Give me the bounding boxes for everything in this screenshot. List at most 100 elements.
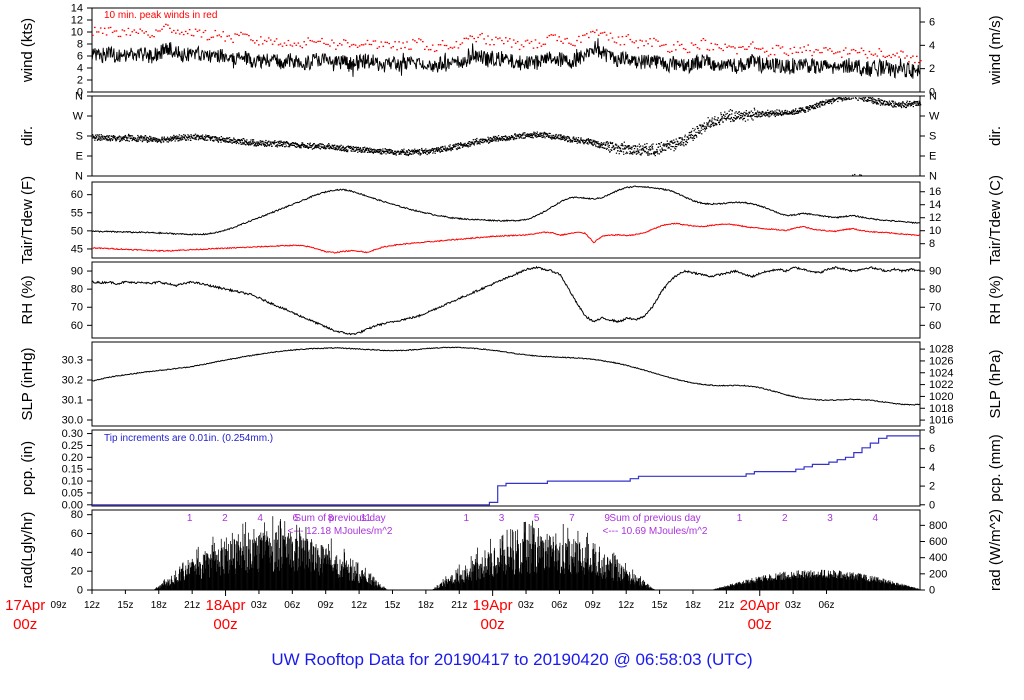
axis-tick-label: 0 bbox=[929, 499, 935, 511]
axis-tick-label: 30.2 bbox=[62, 375, 83, 387]
rad-day-marker: 3 bbox=[499, 513, 505, 524]
axis-tick-label: 0.10 bbox=[62, 476, 83, 488]
axis-tick-label: 90 bbox=[71, 266, 83, 278]
rad-day-marker: 5 bbox=[534, 513, 540, 524]
axis-tick-label: 8 bbox=[77, 39, 83, 51]
axis-tick-label: N bbox=[75, 171, 83, 183]
x-axis-day-label: 20Apr bbox=[740, 597, 780, 614]
page-title: UW Rooftop Data for 20190417 to 20190420… bbox=[271, 650, 752, 669]
x-axis-hour-label: 09z bbox=[51, 600, 67, 611]
x-axis-day-sublabel: 00z bbox=[748, 616, 772, 633]
axis-tick-label: 1024 bbox=[929, 367, 953, 379]
x-axis-hour-label: 18z bbox=[151, 600, 167, 611]
axis-tick-label: 1026 bbox=[929, 355, 953, 367]
dir-ylabel-right: dir. bbox=[987, 126, 1004, 146]
rh-ylabel-right: RH (%) bbox=[987, 275, 1004, 324]
rad-day-marker: 1 bbox=[737, 513, 743, 524]
axis-tick-label: W bbox=[73, 111, 84, 123]
x-axis-day-sublabel: 00z bbox=[481, 616, 505, 633]
axis-tick-label: 55 bbox=[71, 207, 83, 219]
x-axis-day-sublabel: 00z bbox=[13, 616, 37, 633]
axis-tick-label: 10 bbox=[71, 27, 83, 39]
axis-tick-label: S bbox=[929, 131, 936, 143]
x-axis-hour-label: 18z bbox=[685, 600, 701, 611]
axis-tick-label: E bbox=[929, 151, 936, 163]
rad-yticks-right: 0 200 400 600 800 bbox=[920, 520, 947, 597]
x-axis-hour-label: 03z bbox=[251, 600, 267, 611]
axis-tick-label: 0 bbox=[77, 87, 83, 99]
rad-day-marker: 1 bbox=[187, 513, 193, 524]
x-axis-day-label: 17Apr bbox=[5, 597, 45, 614]
panel-temp: Tair/Tdew (F) Tair/Tdew (C) 45 50 55 60 810… bbox=[19, 175, 1004, 265]
axis-tick-label: 200 bbox=[929, 568, 947, 580]
wind-yticks-right: 0 2 4 6 bbox=[920, 17, 935, 99]
x-axis-hour-label: 03z bbox=[785, 600, 801, 611]
wind-note: 10 min. peak winds in red bbox=[104, 10, 217, 21]
x-axis-hour-label: 15z bbox=[117, 600, 133, 611]
axis-tick-label: 0.15 bbox=[62, 464, 83, 476]
axis-tick-label: 14 bbox=[929, 199, 941, 211]
rh-yticks-right: 60 70 80 90 bbox=[920, 266, 941, 332]
temp-plot-frame bbox=[91, 181, 921, 259]
x-axis-hour-label: 09z bbox=[585, 600, 601, 611]
x-axis-hour-label: 21z bbox=[451, 600, 467, 611]
axis-tick-label: 8 bbox=[929, 238, 935, 250]
x-axis-hour-label: 15z bbox=[384, 600, 400, 611]
pcp-yticks-left: 0.000.050.100.150.200.250.30 bbox=[62, 428, 92, 511]
axis-tick-label: 0 bbox=[77, 585, 83, 597]
axis-tick-label: 60 bbox=[71, 528, 83, 540]
rh-ylabel-left: RH (%) bbox=[19, 275, 36, 324]
rad-day-marker: 1 bbox=[464, 513, 470, 524]
axis-tick-label: 16 bbox=[929, 186, 941, 198]
axis-tick-label: 40 bbox=[71, 547, 83, 559]
rh-yticks-left: 60 70 80 90 bbox=[71, 266, 92, 332]
rad-day-marker: 11 bbox=[361, 513, 372, 524]
axis-tick-label: 6 bbox=[929, 17, 935, 29]
x-axis-hour-label: 21z bbox=[718, 600, 734, 611]
axis-tick-label: 400 bbox=[929, 552, 947, 564]
axis-tick-label: 14 bbox=[71, 3, 83, 15]
x-axis-hour-label: 03z bbox=[518, 600, 534, 611]
temp-ylabel-left: Tair/Tdew (F) bbox=[19, 176, 36, 264]
axis-tick-label: 1020 bbox=[929, 391, 953, 403]
tdew-series bbox=[91, 222, 921, 254]
axis-tick-label: 80 bbox=[929, 284, 941, 296]
axis-tick-label: 6 bbox=[77, 51, 83, 63]
rad-day-markers: 1 2 4 6 8 11 1 3 5 7 9 1 2 3 4 bbox=[187, 513, 879, 524]
rad-yticks-left: 0 20 40 60 80 bbox=[71, 509, 92, 597]
slp-plot-frame bbox=[91, 341, 921, 427]
x-axis-hour-label: 12z bbox=[618, 600, 634, 611]
axis-tick-label: E bbox=[76, 151, 83, 163]
panel-rh: RH (%) RH (%) 60 70 80 90 60 70 80 90 bbox=[19, 261, 1004, 339]
axis-tick-label: N bbox=[75, 91, 83, 103]
axis-tick-label: 0.20 bbox=[62, 452, 83, 464]
axis-tick-label: 60 bbox=[71, 320, 83, 332]
axis-tick-label: 70 bbox=[929, 302, 941, 314]
axis-tick-label: 8 bbox=[929, 425, 935, 437]
rad-day-marker: 2 bbox=[782, 513, 788, 524]
axis-tick-label: 10 bbox=[929, 225, 941, 237]
wind-mean-series bbox=[91, 38, 921, 79]
rad-series bbox=[153, 516, 921, 590]
sum-label-2: Sum of previous day bbox=[609, 513, 700, 524]
sum-value-1: <--- 12.18 MJoules/m^2 bbox=[287, 526, 392, 537]
pcp-ylabel-left: pcp. (in) bbox=[19, 441, 36, 495]
panel-rad: rad(Lgly/hr) rad (W/m^2) 0 20 40 60 80 0 200 4… bbox=[19, 509, 1004, 597]
axis-tick-label: 600 bbox=[929, 536, 947, 548]
axis-tick-label: 70 bbox=[71, 302, 83, 314]
axis-tick-label: N bbox=[929, 171, 937, 183]
axis-tick-label: 0 bbox=[929, 585, 935, 597]
x-axis-day-label: 18Apr bbox=[205, 597, 245, 614]
pcp-ylabel-right: pcp. (mm) bbox=[987, 434, 1004, 502]
x-axis-hour-label: 12z bbox=[351, 600, 367, 611]
axis-tick-label: 20 bbox=[71, 566, 83, 578]
axis-tick-label: 0.30 bbox=[62, 428, 83, 440]
sum-label-1: Sum of previous day bbox=[294, 513, 385, 524]
axis-tick-label: 30.1 bbox=[62, 395, 83, 407]
rad-day-marker: 8 bbox=[328, 513, 334, 524]
